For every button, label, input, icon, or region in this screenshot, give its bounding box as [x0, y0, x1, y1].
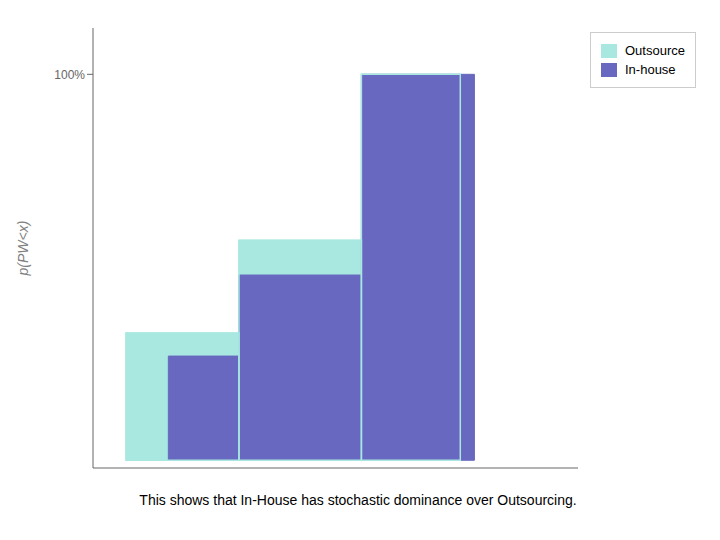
- svg-text:p(PW<x): p(PW<x): [15, 221, 31, 277]
- svg-text:100%: 100%: [54, 68, 85, 82]
- html-text:Outsource: Outsource: [625, 43, 685, 58]
- html-text:This shows that In-House has s: This shows that In-House has stochastic …: [139, 492, 577, 508]
- html-text:In-house: In-house: [625, 62, 676, 77]
